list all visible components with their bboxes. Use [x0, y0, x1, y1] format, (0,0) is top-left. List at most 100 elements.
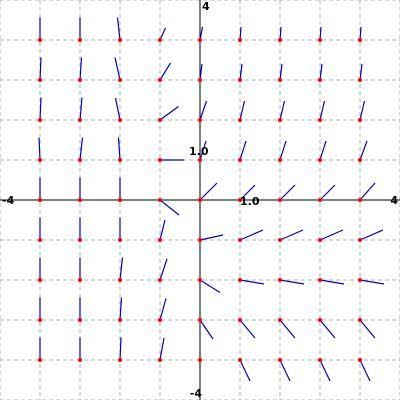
vector-base-point	[198, 78, 202, 82]
vector-segment	[120, 338, 121, 361]
vector-base-point	[198, 318, 202, 322]
vector-base-point	[158, 78, 162, 82]
vector-base-point	[198, 358, 202, 362]
vector-base-point	[278, 238, 282, 242]
vector-segment	[360, 183, 375, 200]
x-max-label: 4	[390, 194, 398, 207]
vector-base-point	[38, 38, 42, 42]
vector-segment	[160, 107, 179, 121]
vector-segment	[280, 101, 285, 120]
vector-base-point	[158, 278, 162, 282]
vector-base-point	[38, 238, 42, 242]
vector-segment	[280, 360, 290, 381]
vector-base-point	[238, 318, 242, 322]
x-unit-label: 1.0	[240, 195, 260, 208]
vector-base-point	[78, 78, 82, 82]
vector-base-point	[318, 238, 322, 242]
vector-base-point	[358, 118, 362, 122]
vector-segment	[160, 200, 179, 215]
vector-base-point	[118, 318, 122, 322]
vector-base-point	[358, 158, 362, 162]
vector-base-point	[278, 38, 282, 42]
vector-segment	[280, 141, 286, 160]
vector-base-point	[158, 238, 162, 242]
vector-base-point	[238, 118, 242, 122]
vector-base-point	[278, 158, 282, 162]
vector-base-point	[198, 158, 202, 162]
vector-base-point	[158, 158, 162, 162]
vector-base-point	[118, 198, 122, 202]
vector-base-point	[238, 38, 242, 42]
vector-base-point	[238, 158, 242, 162]
vector-base-point	[318, 118, 322, 122]
vector-segment	[320, 360, 330, 381]
vector-segment	[360, 141, 367, 160]
vector-base-point	[38, 318, 42, 322]
vector-base-point	[318, 78, 322, 82]
vector-base-point	[358, 318, 362, 322]
vector-segment	[320, 320, 335, 338]
vector-base-point	[118, 38, 122, 42]
vector-base-point	[158, 358, 162, 362]
vector-base-point	[78, 238, 82, 242]
vector-base-point	[318, 358, 322, 362]
vector-base-point	[358, 198, 362, 202]
vector-base-point	[198, 238, 202, 242]
vector-segment	[280, 185, 295, 200]
vector-segment	[320, 280, 344, 284]
vector-segment	[200, 235, 223, 240]
vector-base-point	[38, 118, 42, 122]
vector-base-point	[38, 358, 42, 362]
y-unit-label: 1.0	[189, 145, 209, 158]
vector-segment	[360, 280, 384, 284]
vector-base-point	[78, 158, 82, 162]
vector-segment	[360, 101, 365, 120]
vector-base-point	[158, 198, 162, 202]
vector-base-point	[318, 38, 322, 42]
vector-base-point	[358, 78, 362, 82]
vector-segment	[280, 230, 303, 240]
vector-segment	[160, 338, 164, 360]
vector-segment	[200, 280, 220, 293]
vector-base-point	[118, 118, 122, 122]
vector-segment	[320, 230, 343, 240]
vector-base-point	[358, 238, 362, 242]
vector-segment	[160, 259, 167, 280]
vector-segment	[240, 320, 255, 338]
vector-base-point	[198, 118, 202, 122]
vector-base-point	[78, 318, 82, 322]
vector-base-point	[358, 38, 362, 42]
vector-base-point	[38, 198, 42, 202]
vector-base-point	[358, 358, 362, 362]
vector-segment	[120, 298, 122, 321]
vector-base-point	[278, 118, 282, 122]
vector-base-point	[358, 278, 362, 282]
vector-segment	[200, 183, 217, 200]
vector-base-point	[118, 158, 122, 162]
vector-base-point	[198, 38, 202, 42]
vector-segment	[240, 280, 264, 284]
vector-segment	[320, 101, 325, 120]
vector-segment	[240, 230, 263, 240]
vector-base-point	[118, 358, 122, 362]
vector-segment	[40, 58, 41, 81]
vector-base-point	[318, 278, 322, 282]
vector-base-point	[78, 198, 82, 202]
vector-segment	[320, 185, 335, 200]
vector-base-point	[158, 118, 162, 122]
vector-base-point	[278, 78, 282, 82]
vector-base-point	[78, 358, 82, 362]
vector-segment	[360, 320, 375, 338]
vector-segment	[200, 320, 213, 339]
vector-base-point	[278, 198, 282, 202]
x-min-label: -4	[2, 194, 15, 207]
vector-segment	[160, 63, 171, 80]
vector-base-point	[238, 78, 242, 82]
vector-segment	[360, 360, 370, 381]
vector-segment	[280, 280, 304, 284]
vector-base-point	[118, 78, 122, 82]
vector-base-point	[278, 358, 282, 362]
vector-base-point	[118, 238, 122, 242]
vectors	[38, 18, 384, 382]
